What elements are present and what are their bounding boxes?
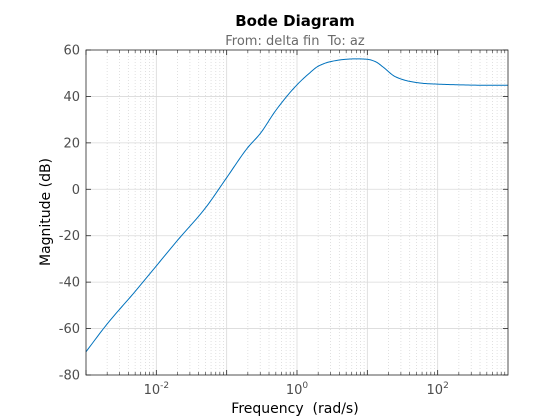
series-layer [85, 58, 508, 353]
chart-title: Bode Diagram [235, 12, 354, 30]
y-tick-label: -60 [59, 322, 80, 337]
chart-subtitle: From: delta fin To: az [225, 34, 365, 49]
x-tick-label: 100 [286, 381, 309, 398]
y-tick-label: 60 [63, 44, 80, 59]
grid-lines [86, 50, 508, 375]
magnitude-series-line [85, 58, 508, 353]
x-tick-label: 10-2 [144, 381, 170, 398]
y-tick-label: 0 [72, 183, 80, 198]
tick-marks [85, 49, 508, 376]
y-tick-label: -40 [59, 276, 80, 291]
y-tick-label: -80 [59, 369, 80, 384]
y-tick-label: 20 [63, 136, 80, 151]
x-tick-label: 102 [427, 381, 449, 398]
y-tick-labels: -80 -60 -40 -20 0 20 40 60 [59, 44, 80, 384]
y-tick-label: -20 [59, 229, 80, 244]
x-axis-label: Frequency (rad/s) [231, 401, 358, 417]
y-tick-label: 40 [63, 90, 80, 105]
y-axis-label: Magnitude (dB) [38, 158, 54, 266]
x-tick-labels: 10-2 100 102 [144, 381, 449, 398]
